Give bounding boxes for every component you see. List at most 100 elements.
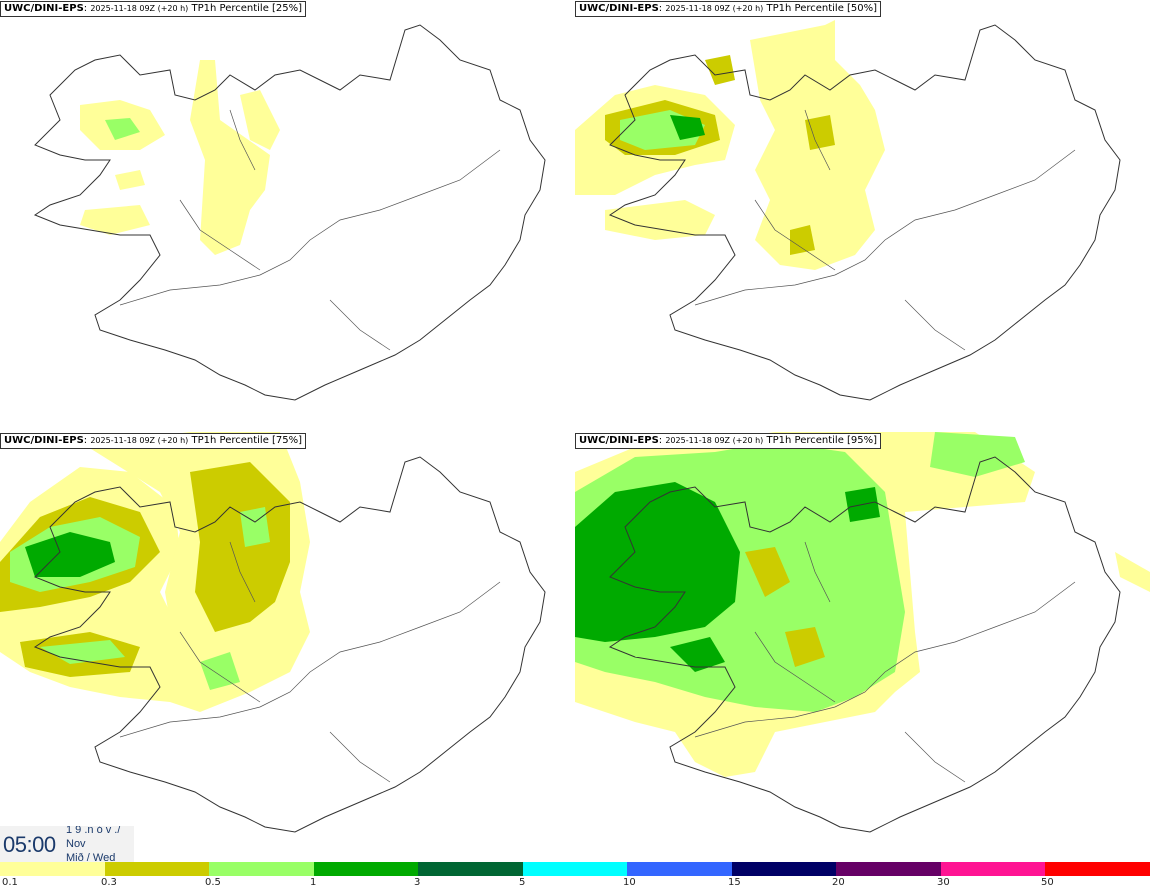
precip-area bbox=[115, 170, 145, 190]
road bbox=[904, 731, 966, 783]
coastline bbox=[608, 456, 1121, 833]
map-panel-p75: UWC/DINI-EPS: 2025-11-18 09Z (+20 h) TP1… bbox=[0, 432, 575, 862]
panel-title: TP1h Percentile [50%] bbox=[766, 3, 878, 14]
panel-label: UWC/DINI-EPS: 2025-11-18 09Z (+20 h) TP1… bbox=[0, 1, 307, 17]
colorbar-segment bbox=[731, 862, 837, 876]
road bbox=[119, 581, 501, 738]
precip-map-svg bbox=[0, 432, 546, 833]
colorbar-segment bbox=[0, 862, 105, 876]
road bbox=[119, 149, 501, 306]
precip-area bbox=[25, 532, 115, 577]
colorbar-tick-label: 0.5 bbox=[205, 877, 221, 888]
panel-label: UWC/DINI-EPS: 2025-11-18 09Z (+20 h) TP1… bbox=[0, 433, 307, 449]
colorbar-tick-label: 3 bbox=[414, 877, 421, 888]
precip-area bbox=[105, 118, 140, 140]
colorbar-tick-label: 15 bbox=[728, 877, 741, 888]
valid-time: 05:00 bbox=[3, 832, 56, 857]
panel-run: 2025-11-18 09Z (+20 h) bbox=[665, 4, 764, 13]
precip-field bbox=[0, 432, 310, 712]
panel-run: 2025-11-18 09Z (+20 h) bbox=[90, 436, 189, 445]
coastline bbox=[33, 24, 546, 401]
colorbar-tick-label: 10 bbox=[623, 877, 636, 888]
precip-area bbox=[1115, 552, 1150, 592]
precip-area bbox=[575, 482, 740, 642]
island-outline bbox=[608, 24, 1121, 401]
panel-run: 2025-11-18 09Z (+20 h) bbox=[90, 4, 189, 13]
colorbar-segment bbox=[313, 862, 419, 876]
road bbox=[694, 581, 1076, 738]
valid-date-line2: Nov bbox=[66, 838, 86, 850]
map-panel-p25: UWC/DINI-EPS: 2025-11-18 09Z (+20 h) TP1… bbox=[0, 0, 575, 430]
precip-area bbox=[705, 55, 735, 85]
precip-area bbox=[745, 547, 790, 597]
road bbox=[754, 631, 836, 703]
panel-source: UWC/DINI-EPS bbox=[4, 435, 84, 446]
panel-label: UWC/DINI-EPS: 2025-11-18 09Z (+20 h) TP1… bbox=[575, 1, 882, 17]
precip-area bbox=[670, 637, 725, 672]
precip-field bbox=[80, 60, 280, 255]
colorbar-tick-label: 30 bbox=[937, 877, 950, 888]
valid-time-box: 05:00 1 9 .n ó v ./ Nov Mið / Wed bbox=[0, 826, 134, 862]
island-outline bbox=[33, 456, 546, 833]
valid-date-line3: Mið / Wed bbox=[66, 852, 116, 862]
road bbox=[179, 199, 261, 271]
colorbar-segment bbox=[522, 862, 628, 876]
colorbar-segment bbox=[940, 862, 1046, 876]
road bbox=[904, 299, 966, 351]
map-panel-p50: UWC/DINI-EPS: 2025-11-18 09Z (+20 h) TP1… bbox=[575, 0, 1150, 430]
precip-map-svg bbox=[33, 24, 546, 401]
colorbar-segment bbox=[1045, 862, 1150, 876]
panel-source: UWC/DINI-EPS bbox=[579, 435, 659, 446]
road bbox=[229, 541, 256, 603]
panel-title: TP1h Percentile [95%] bbox=[766, 435, 878, 446]
colorbar-tick-label: 0.1 bbox=[2, 877, 18, 888]
road bbox=[329, 299, 391, 351]
colorbar-tick-label: 20 bbox=[832, 877, 845, 888]
coastline bbox=[33, 456, 546, 833]
road bbox=[179, 631, 261, 703]
precip-area bbox=[785, 627, 825, 667]
precip-area bbox=[670, 115, 705, 140]
panel-title: TP1h Percentile [25%] bbox=[191, 3, 303, 14]
precip-area bbox=[240, 507, 270, 547]
colorbar-segment bbox=[627, 862, 732, 876]
precip-area bbox=[790, 225, 815, 255]
colorbar-tick-label: 50 bbox=[1041, 877, 1054, 888]
precip-area bbox=[200, 652, 240, 690]
road bbox=[804, 541, 831, 603]
island-outline bbox=[608, 456, 1121, 833]
precip-area bbox=[80, 205, 150, 235]
panel-run: 2025-11-18 09Z (+20 h) bbox=[665, 436, 764, 445]
precip-field bbox=[575, 432, 1150, 777]
precip-area bbox=[605, 200, 715, 240]
panel-label: UWC/DINI-EPS: 2025-11-18 09Z (+20 h) TP1… bbox=[575, 433, 882, 449]
precip-area bbox=[240, 90, 280, 150]
colorbar-tick-label: 1 bbox=[310, 877, 317, 888]
colorbar-segment bbox=[418, 862, 523, 876]
colorbar-tick-label: 0.3 bbox=[101, 877, 117, 888]
colorbar-segment bbox=[104, 862, 210, 876]
colorbar-segment bbox=[836, 862, 941, 876]
colorbar-segment bbox=[209, 862, 314, 876]
valid-date-line1: 1 9 .n ó v ./ bbox=[66, 826, 121, 836]
coastline bbox=[608, 24, 1121, 401]
precip-area bbox=[190, 462, 290, 632]
precip-area bbox=[930, 432, 1025, 477]
island-outline bbox=[33, 24, 546, 401]
colorbar-tick-label: 5 bbox=[519, 877, 526, 888]
map-panel-p95: UWC/DINI-EPS: 2025-11-18 09Z (+20 h) TP1… bbox=[575, 432, 1150, 862]
colorbar-ticks: 0.1 0.3 0.5 1 3 5 10 15 20 30 50 bbox=[0, 877, 1150, 891]
panel-title: TP1h Percentile [75%] bbox=[191, 435, 303, 446]
precip-area bbox=[40, 640, 125, 664]
precip-area bbox=[805, 115, 835, 150]
precip-field bbox=[575, 20, 885, 270]
precip-map-svg bbox=[575, 432, 1150, 833]
road bbox=[329, 731, 391, 783]
road bbox=[804, 109, 831, 171]
panel-source: UWC/DINI-EPS bbox=[4, 3, 84, 14]
panel-source: UWC/DINI-EPS bbox=[579, 3, 659, 14]
road bbox=[229, 109, 256, 171]
colorbar bbox=[0, 862, 1150, 876]
road bbox=[694, 149, 1076, 306]
precip-area bbox=[190, 60, 270, 255]
